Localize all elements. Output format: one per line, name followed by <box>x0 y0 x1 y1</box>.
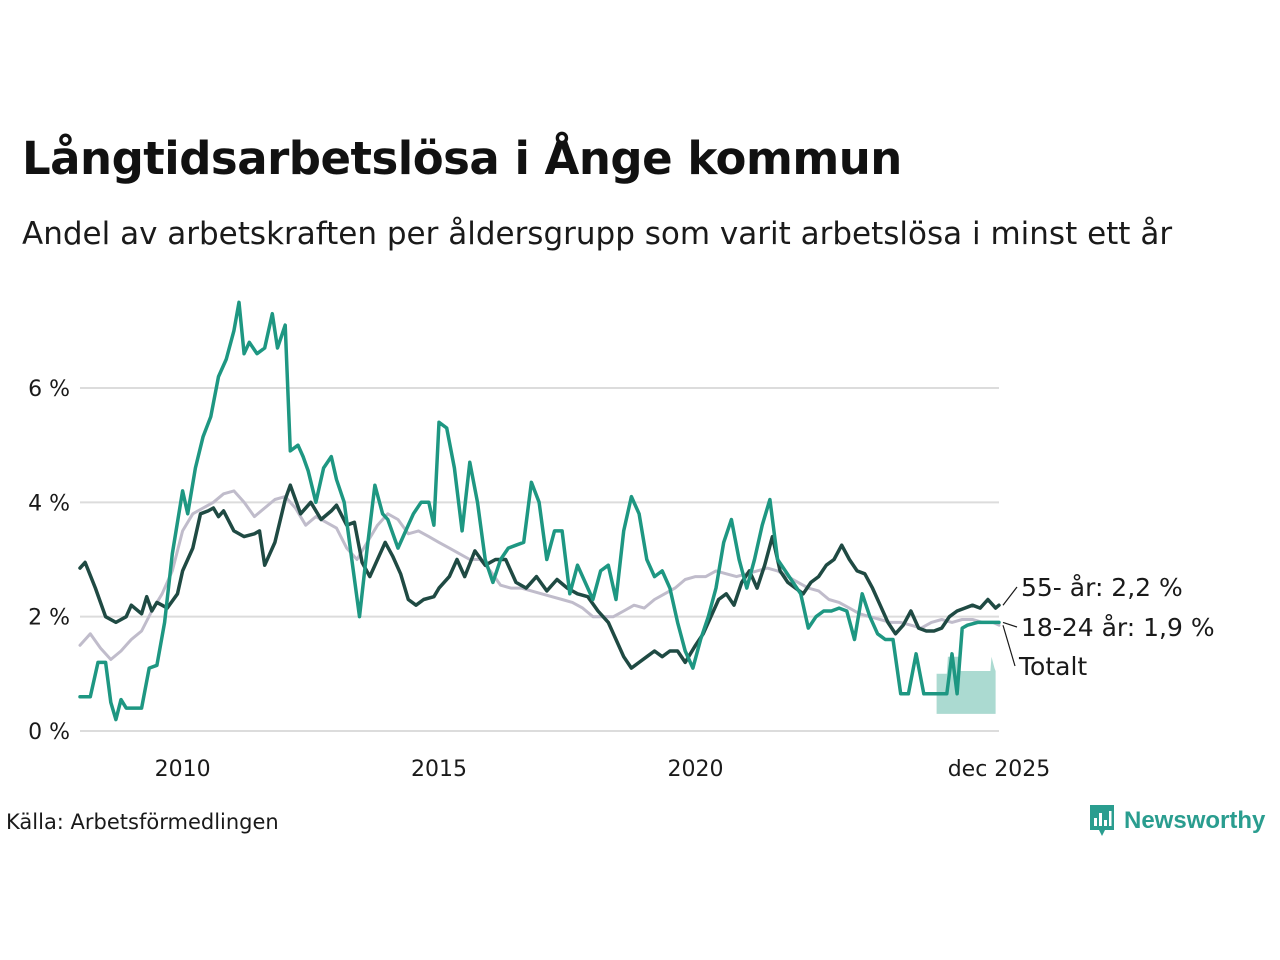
series-end-label: Totalt <box>1018 652 1087 681</box>
series-line-totalt <box>78 489 1001 661</box>
series-line-18-24 <box>78 300 1001 722</box>
x-tick-label: dec 2025 <box>948 757 1051 782</box>
y-tick-label: 6 % <box>28 377 70 402</box>
series-lines <box>78 300 1001 722</box>
x-tick-label: 2010 <box>155 757 211 782</box>
series-end-label: 55- år: 2,2 % <box>1021 573 1183 602</box>
chart-title: Långtidsarbetslösa i Ånge kommun <box>22 132 902 185</box>
axis-labels: 0 % 2 % 4 % 6 % 2010 2015 2020 dec 2025 <box>28 377 1050 782</box>
x-tick-label: 2020 <box>668 757 724 782</box>
newsworthy-logo: Newsworthy <box>1088 803 1265 839</box>
grid-lines <box>80 387 999 732</box>
y-tick-label: 0 % <box>28 720 70 745</box>
series-line-55 <box>78 483 1001 670</box>
chart-subtitle: Andel av arbetskraften per åldersgrupp s… <box>22 216 1173 252</box>
x-tick-label: 2015 <box>411 757 467 782</box>
label-leader-line <box>1002 621 1018 628</box>
uncertainty-band <box>936 656 996 714</box>
label-leader-line <box>1002 586 1018 606</box>
series-labels: Totalt 55- år: 2,2 % 18-24 år: 1,9 % <box>1002 573 1215 681</box>
y-tick-label: 2 % <box>28 606 70 631</box>
y-tick-label: 4 % <box>28 491 70 516</box>
brand-name: Newsworthy <box>1124 807 1266 834</box>
series-end-label: 18-24 år: 1,9 % <box>1021 613 1215 642</box>
source-note: Källa: Arbetsförmedlingen <box>6 810 279 834</box>
bar-chart-icon <box>1090 805 1114 836</box>
band-18-24 <box>936 656 996 714</box>
label-leader-line <box>1002 625 1016 667</box>
